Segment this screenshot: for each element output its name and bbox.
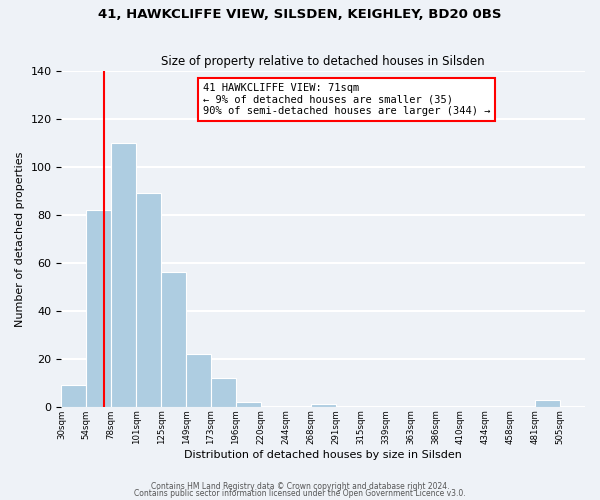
Text: 41, HAWKCLIFFE VIEW, SILSDEN, KEIGHLEY, BD20 0BS: 41, HAWKCLIFFE VIEW, SILSDEN, KEIGHLEY, …	[98, 8, 502, 20]
Bar	[211, 378, 236, 407]
Bar	[161, 272, 186, 407]
Y-axis label: Number of detached properties: Number of detached properties	[15, 151, 25, 326]
Bar	[61, 385, 86, 407]
Text: 41 HAWKCLIFFE VIEW: 71sqm
← 9% of detached houses are smaller (35)
90% of semi-d: 41 HAWKCLIFFE VIEW: 71sqm ← 9% of detach…	[203, 83, 490, 116]
X-axis label: Distribution of detached houses by size in Silsden: Distribution of detached houses by size …	[184, 450, 462, 460]
Bar	[311, 404, 335, 407]
Bar	[535, 400, 560, 407]
Text: Contains public sector information licensed under the Open Government Licence v3: Contains public sector information licen…	[134, 490, 466, 498]
Bar	[236, 402, 261, 407]
Bar	[111, 143, 136, 407]
Title: Size of property relative to detached houses in Silsden: Size of property relative to detached ho…	[161, 56, 485, 68]
Bar	[186, 354, 211, 407]
Bar	[136, 194, 161, 407]
Text: Contains HM Land Registry data © Crown copyright and database right 2024.: Contains HM Land Registry data © Crown c…	[151, 482, 449, 491]
Bar	[86, 210, 111, 407]
